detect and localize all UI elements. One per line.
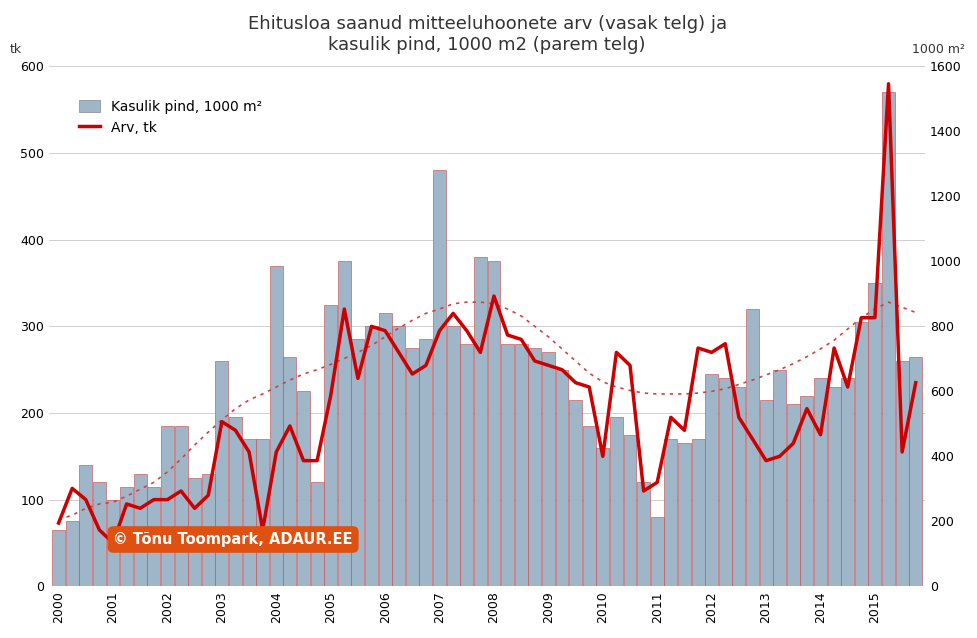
Bar xyxy=(311,482,323,586)
Bar xyxy=(419,339,433,586)
Bar xyxy=(570,400,582,586)
Bar xyxy=(256,439,269,586)
Bar xyxy=(202,473,215,586)
Text: 1000 m²: 1000 m² xyxy=(912,43,964,56)
Bar xyxy=(800,396,814,586)
Bar xyxy=(229,417,242,586)
Bar xyxy=(855,322,868,586)
Bar xyxy=(501,344,514,586)
Bar xyxy=(283,357,296,586)
Bar xyxy=(297,391,310,586)
Bar xyxy=(705,374,718,586)
Bar xyxy=(189,478,201,586)
Bar xyxy=(841,378,854,586)
Bar xyxy=(474,257,487,586)
Bar xyxy=(215,361,229,586)
Bar xyxy=(175,426,188,586)
Bar xyxy=(542,352,555,586)
Bar xyxy=(93,482,106,586)
Bar xyxy=(52,530,65,586)
Bar xyxy=(460,344,473,586)
Bar xyxy=(610,417,623,586)
Bar xyxy=(161,426,174,586)
Bar xyxy=(446,327,459,586)
Bar xyxy=(773,369,786,586)
Bar xyxy=(786,404,800,586)
Bar xyxy=(582,426,596,586)
Bar xyxy=(910,357,922,586)
Bar xyxy=(596,448,610,586)
Text: © Tõnu Toompark, ADAUR.EE: © Tõnu Toompark, ADAUR.EE xyxy=(113,532,353,547)
Text: tk: tk xyxy=(10,43,21,56)
Bar xyxy=(65,521,79,586)
Bar xyxy=(760,400,773,586)
Bar xyxy=(828,387,840,586)
Bar xyxy=(882,93,895,586)
Bar xyxy=(488,262,500,586)
Bar xyxy=(106,500,119,586)
Bar xyxy=(733,387,745,586)
Bar xyxy=(529,348,541,586)
Bar xyxy=(814,378,827,586)
Bar xyxy=(120,487,133,586)
Bar xyxy=(352,339,364,586)
Bar xyxy=(79,465,92,586)
Bar xyxy=(270,265,282,586)
Bar xyxy=(637,482,650,586)
Bar xyxy=(869,283,881,586)
Bar xyxy=(556,369,569,586)
Bar xyxy=(379,313,392,586)
Legend: Kasulik pind, 1000 m², Arv, tk: Kasulik pind, 1000 m², Arv, tk xyxy=(73,94,268,140)
Bar xyxy=(651,517,663,586)
Bar xyxy=(515,344,528,586)
Bar xyxy=(719,378,732,586)
Bar xyxy=(896,361,909,586)
Title: Ehitusloa saanud mitteeluhoonete arv (vasak telg) ja
kasulik pind, 1000 m2 (pare: Ehitusloa saanud mitteeluhoonete arv (va… xyxy=(247,15,727,54)
Bar xyxy=(692,439,704,586)
Bar xyxy=(678,443,691,586)
Bar xyxy=(623,434,636,586)
Bar xyxy=(338,262,351,586)
Bar xyxy=(664,439,677,586)
Bar xyxy=(433,170,446,586)
Bar xyxy=(148,487,160,586)
Bar xyxy=(134,473,147,586)
Bar xyxy=(324,305,337,586)
Bar xyxy=(365,327,378,586)
Bar xyxy=(405,348,419,586)
Bar xyxy=(746,309,759,586)
Bar xyxy=(242,439,256,586)
Bar xyxy=(393,327,405,586)
